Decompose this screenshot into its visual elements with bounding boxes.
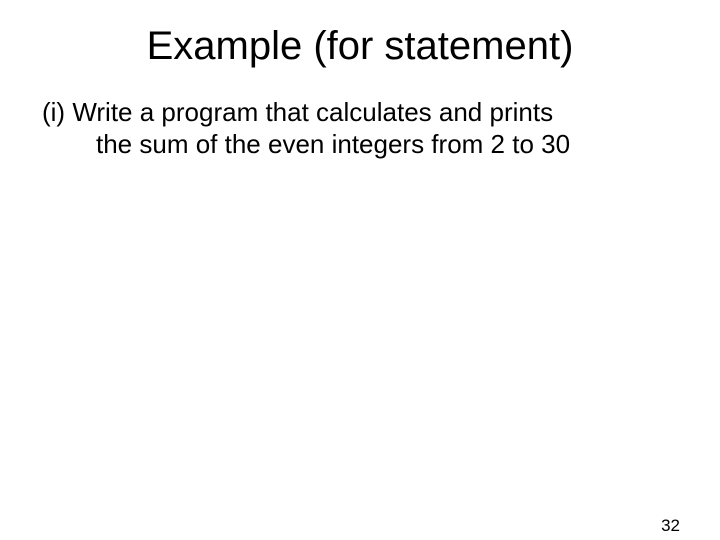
body-line-1: (i) Write a program that calculates and … — [42, 97, 678, 129]
body-line-2: the sum of the even integers from 2 to 3… — [42, 129, 678, 161]
page-number: 32 — [661, 516, 680, 536]
slide-title: Example (for statement) — [0, 24, 720, 69]
slide: Example (for statement) (i) Write a prog… — [0, 24, 720, 540]
slide-body: (i) Write a program that calculates and … — [0, 97, 720, 160]
